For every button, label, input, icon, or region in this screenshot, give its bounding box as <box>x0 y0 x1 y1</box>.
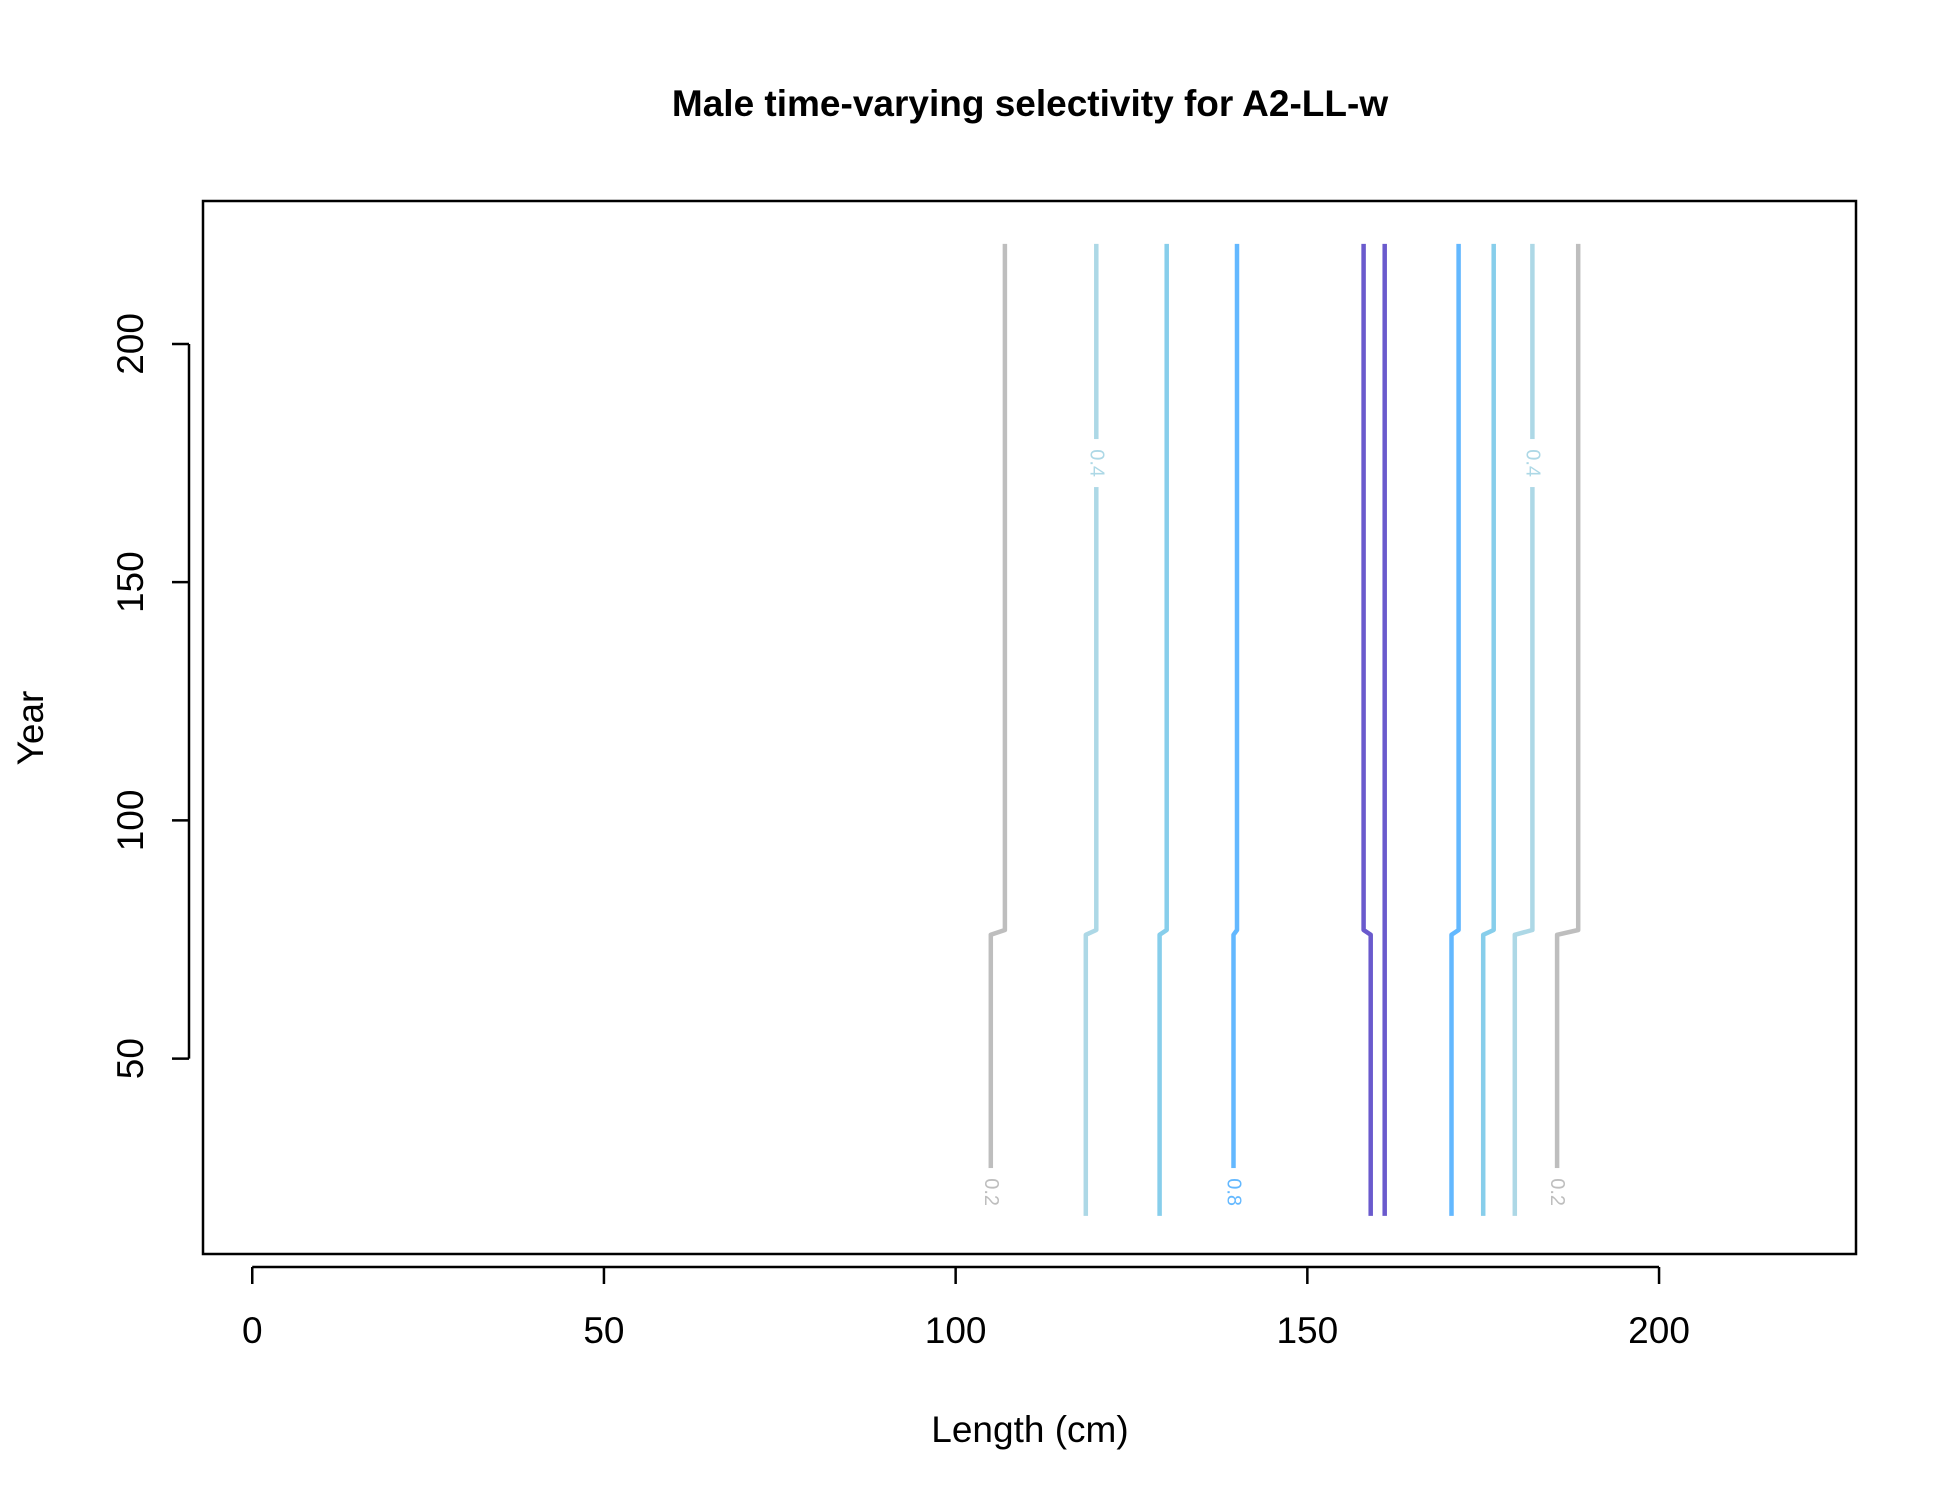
y-axis: 50 100 150 200 <box>110 313 191 1079</box>
contour-line-0-6 <box>1157 243 1169 1216</box>
contour-label: 0.2 <box>980 1178 1002 1206</box>
contour-line-0-2 <box>1554 243 1581 1216</box>
contour-label: 0.2 <box>1546 1178 1568 1206</box>
contour-line-0-4 <box>1083 243 1099 1216</box>
contour-label-gap <box>1222 1168 1245 1217</box>
x-tick-label: 100 <box>925 1310 987 1351</box>
y-axis-label: Year <box>10 691 51 766</box>
y-tick-label: 200 <box>110 313 151 375</box>
contour-lines: 0.2 0.4 0.8 0.4 0.2 <box>979 243 1581 1217</box>
x-tick-label: 200 <box>1628 1310 1690 1351</box>
contour-label-gap <box>1085 439 1108 488</box>
contour-line-0-8 <box>1449 243 1461 1216</box>
contour-label: 0.4 <box>1521 449 1543 477</box>
y-tick-label: 100 <box>110 790 151 852</box>
x-axis-label: Length (cm) <box>931 1409 1128 1450</box>
contour-line-0-4 <box>1512 243 1535 1216</box>
contour-label: 0.4 <box>1085 449 1107 477</box>
contour-label-gap <box>1521 439 1544 488</box>
contour-line-0-8 <box>1231 243 1240 1216</box>
contour-label-gap <box>1546 1168 1569 1217</box>
plot-frame <box>201 199 1858 1256</box>
contour-line-0-2 <box>988 243 1008 1216</box>
contour-label-gap <box>979 1168 1002 1217</box>
chart-title: Male time-varying selectivity for A2-LL-… <box>672 83 1388 124</box>
y-tick-label: 150 <box>110 551 151 613</box>
contour-line-1 <box>1361 243 1373 1216</box>
y-tick-label: 50 <box>110 1038 151 1079</box>
x-tick-label: 150 <box>1276 1310 1338 1351</box>
contour-line-0-6 <box>1480 243 1496 1216</box>
contour-label: 0.8 <box>1223 1178 1245 1206</box>
x-axis: 0 50 100 150 200 <box>242 1265 1690 1351</box>
x-tick-label: 50 <box>583 1310 624 1351</box>
x-tick-label: 0 <box>242 1310 263 1351</box>
